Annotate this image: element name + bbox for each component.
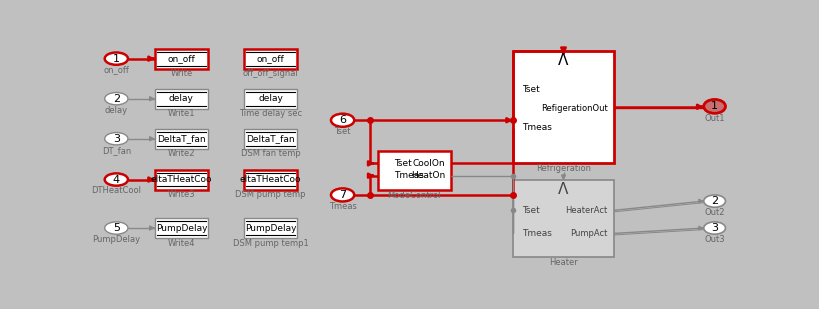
Bar bbox=[514, 180, 614, 256]
Bar bbox=[244, 49, 297, 69]
Text: Heater: Heater bbox=[549, 258, 578, 267]
Text: Tset: Tset bbox=[334, 127, 351, 136]
Text: delay: delay bbox=[169, 94, 194, 103]
Text: DSM pump temp: DSM pump temp bbox=[235, 190, 305, 199]
Text: DeltaT_fan: DeltaT_fan bbox=[157, 134, 206, 143]
Bar bbox=[155, 129, 208, 149]
Text: 4: 4 bbox=[113, 175, 120, 184]
Text: 3: 3 bbox=[711, 223, 718, 233]
Text: delay: delay bbox=[105, 106, 128, 115]
Text: PumpAct: PumpAct bbox=[570, 229, 608, 238]
Text: HeaterAct: HeaterAct bbox=[565, 206, 608, 215]
Ellipse shape bbox=[704, 222, 726, 234]
Text: PumpDelay: PumpDelay bbox=[245, 223, 296, 233]
Text: Tset: Tset bbox=[395, 159, 412, 168]
Text: DSM pump temp1: DSM pump temp1 bbox=[233, 239, 309, 248]
Text: 7: 7 bbox=[339, 190, 346, 200]
Text: Tset: Tset bbox=[523, 206, 541, 215]
Text: Tmeas: Tmeas bbox=[328, 202, 356, 211]
Text: Tset: Tset bbox=[523, 85, 541, 94]
Text: eltaTHeatCoo: eltaTHeatCoo bbox=[240, 175, 301, 184]
Text: DTHeatCool: DTHeatCool bbox=[92, 186, 142, 196]
Text: 2: 2 bbox=[711, 196, 718, 206]
Text: Write4: Write4 bbox=[168, 239, 195, 248]
Text: HeatOn: HeatOn bbox=[410, 171, 445, 180]
Ellipse shape bbox=[331, 114, 355, 127]
Bar bbox=[378, 151, 451, 189]
Text: 1: 1 bbox=[711, 101, 718, 111]
Ellipse shape bbox=[105, 92, 128, 105]
Bar bbox=[155, 49, 208, 69]
Ellipse shape bbox=[105, 133, 128, 145]
Text: on_off: on_off bbox=[256, 54, 284, 63]
Text: off_off_signal: off_off_signal bbox=[242, 70, 298, 78]
Text: on_off: on_off bbox=[103, 66, 129, 74]
Bar bbox=[244, 89, 297, 109]
Ellipse shape bbox=[105, 173, 128, 186]
Text: delay: delay bbox=[258, 94, 283, 103]
Bar bbox=[244, 129, 297, 149]
Text: 5: 5 bbox=[113, 223, 120, 233]
Text: RefigerationOut: RefigerationOut bbox=[541, 104, 608, 113]
Text: Time delay sec: Time delay sec bbox=[239, 109, 302, 118]
Text: Λ: Λ bbox=[559, 53, 568, 69]
Text: DT_fan: DT_fan bbox=[102, 146, 131, 154]
Text: Write2: Write2 bbox=[168, 150, 195, 159]
Text: Out3: Out3 bbox=[704, 235, 725, 244]
Text: 2: 2 bbox=[113, 94, 120, 104]
Text: 3: 3 bbox=[113, 134, 120, 144]
Ellipse shape bbox=[704, 99, 726, 113]
Bar bbox=[155, 170, 208, 189]
Text: Out1: Out1 bbox=[704, 114, 725, 123]
Bar bbox=[514, 51, 614, 163]
Text: PumpDelay: PumpDelay bbox=[156, 223, 207, 233]
Bar bbox=[155, 218, 208, 238]
Text: Tmeas: Tmeas bbox=[523, 123, 552, 133]
Text: 6: 6 bbox=[339, 115, 346, 125]
Bar bbox=[244, 218, 297, 238]
Text: on_off: on_off bbox=[168, 54, 195, 63]
Text: Tmeas: Tmeas bbox=[523, 229, 552, 238]
Ellipse shape bbox=[105, 222, 128, 234]
Text: eltaTHeatCoo: eltaTHeatCoo bbox=[151, 175, 212, 184]
Text: PumpDelay: PumpDelay bbox=[93, 235, 140, 244]
Text: Write1: Write1 bbox=[168, 109, 195, 118]
Bar bbox=[244, 170, 297, 189]
Text: CoolOn: CoolOn bbox=[412, 159, 445, 168]
Text: Write: Write bbox=[170, 70, 192, 78]
Ellipse shape bbox=[105, 53, 128, 65]
Text: DeltaT_fan: DeltaT_fan bbox=[247, 134, 295, 143]
Text: Write3: Write3 bbox=[168, 190, 195, 199]
Text: Λ: Λ bbox=[559, 182, 568, 197]
Bar bbox=[155, 89, 208, 109]
Text: Refrigeration: Refrigeration bbox=[536, 164, 591, 173]
Text: DSM fan temp: DSM fan temp bbox=[241, 150, 301, 159]
Text: Out2: Out2 bbox=[704, 208, 725, 217]
Ellipse shape bbox=[331, 188, 355, 201]
Ellipse shape bbox=[704, 195, 726, 207]
Text: Tmeas: Tmeas bbox=[395, 171, 424, 180]
Text: ModeControl: ModeControl bbox=[387, 191, 441, 200]
Text: 1: 1 bbox=[113, 54, 120, 64]
